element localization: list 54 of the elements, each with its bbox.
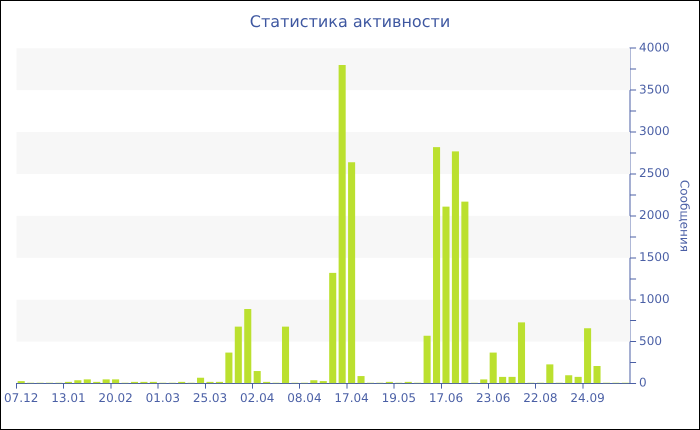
x-tick-label: 17.04 [334,390,369,405]
bar [112,379,120,384]
bar [433,147,440,384]
y-tick-label: 4000 [639,40,670,54]
x-tick-label: 08.04 [287,390,322,405]
x-tick-label: 02.04 [240,390,274,405]
bar [329,272,336,384]
x-tick-label: 17.06 [428,390,464,405]
bar [499,376,506,384]
bar [584,328,592,384]
y-tick-label: 500 [639,334,662,348]
bar [338,64,346,384]
y-tick-label: 3500 [639,82,670,96]
bar [84,379,91,384]
bar [490,352,497,384]
bar [480,379,488,384]
x-tick-label: 24.09 [570,390,605,405]
bar [310,380,318,384]
bar [593,366,601,384]
chart-title: Статистика активности [250,12,450,31]
bar [254,371,261,384]
x-tick-label: 23.06 [476,390,510,405]
bar [234,326,242,384]
x-tick-label: 19.05 [382,390,416,405]
x-tick-label: 25.03 [192,390,228,405]
bar [357,376,365,384]
x-tick-label: 01.03 [146,390,180,405]
bar [508,376,516,384]
bar [546,364,554,384]
y-tick-label: 1000 [639,292,670,306]
bar [442,206,450,384]
bar [74,380,82,384]
bar [565,375,572,384]
y-axis-title: Сообщения [678,180,692,252]
x-tick-label: 13.01 [51,390,86,405]
y-tick-label: 2000 [639,208,670,222]
y-tick-label: 3000 [639,124,670,138]
x-tick-label: 22.08 [523,390,558,405]
y-tick-label: 0 [639,376,647,390]
y-tick-label: 1500 [639,250,670,264]
bar [574,376,582,384]
bar [424,336,431,384]
bar [518,322,526,384]
bar [197,378,204,384]
y-tick-label: 2500 [639,166,670,180]
x-tick-label: 07.12 [4,390,38,405]
bar [461,202,468,384]
bar [225,352,232,384]
bar [348,162,356,384]
bar [244,308,252,384]
bar [452,151,459,384]
x-tick-label: 20.02 [98,390,133,405]
bar [282,326,290,384]
bar [102,379,110,384]
